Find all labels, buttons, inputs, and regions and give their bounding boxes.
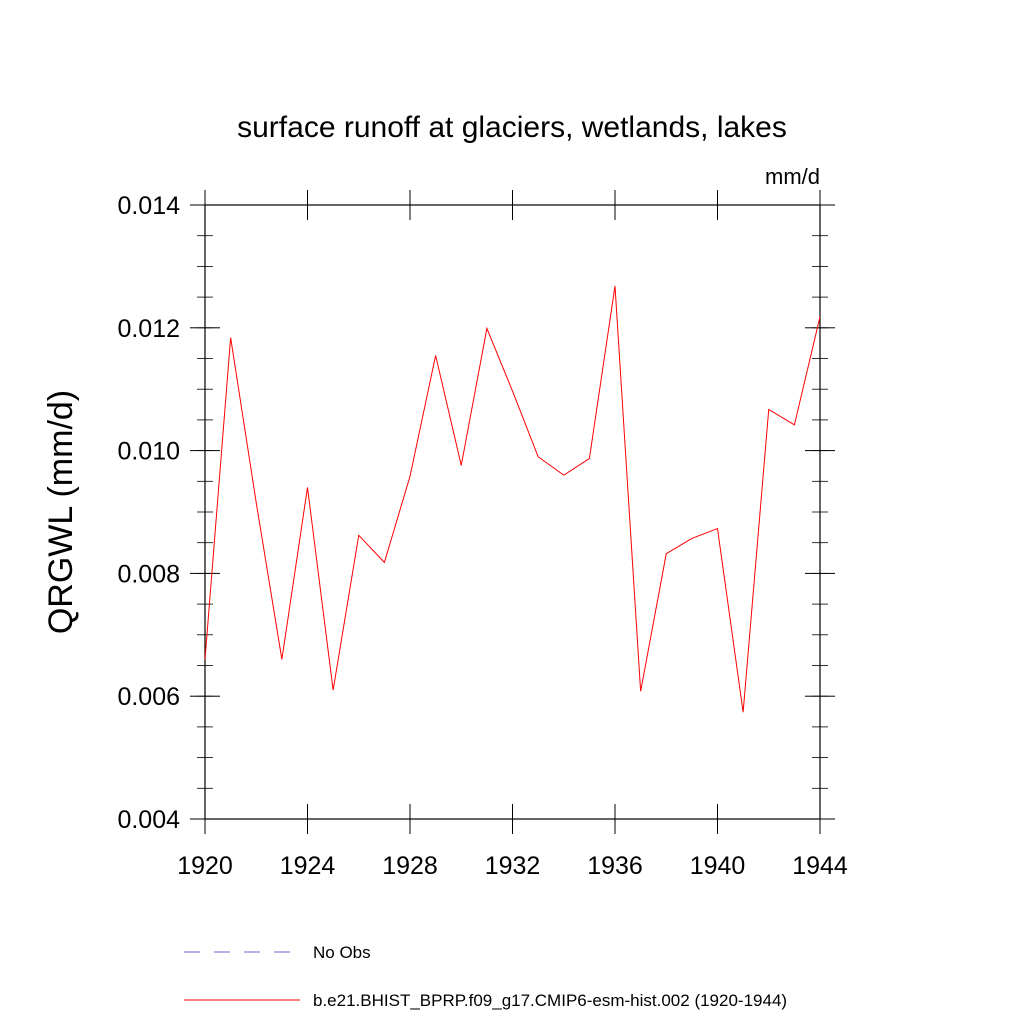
x-tick-label: 1920 [177,852,233,880]
legend: No Obs b.e21.BHIST_BPRP.f09_g17.CMIP6-esm… [184,943,787,1010]
y-tick-label: 0.004 [117,806,180,834]
series-layer [204,285,821,713]
x-tick-label: 1928 [382,852,438,880]
series-line [204,285,821,713]
x-tick-label: 1940 [690,852,746,880]
axes-layer: 1920 1924 1928 1932 1936 1940 1944 0.004 0.006 0.… [117,190,848,880]
y-tick-label: 0.008 [117,560,180,588]
y-axis-label: QRGWL (mm/d) [42,390,80,634]
chart-title: surface runoff at glaciers, wetlands, la… [237,111,787,144]
plot-frame [204,204,821,820]
y-tick-label: 0.012 [117,315,180,343]
x-tick-label: 1944 [792,852,848,880]
x-tick-label: 1924 [280,852,336,880]
legend-label: No Obs [313,943,371,962]
y-tick-label: 0.014 [117,192,180,220]
units-label: mm/d [765,164,820,189]
legend-label: b.e21.BHIST_BPRP.f09_g17.CMIP6-esm-hist.… [313,991,787,1010]
x-tick-label: 1936 [587,852,643,880]
y-tick-label: 0.010 [117,438,180,466]
y-tick-label: 0.006 [117,683,180,711]
x-tick-label: 1932 [485,852,541,880]
